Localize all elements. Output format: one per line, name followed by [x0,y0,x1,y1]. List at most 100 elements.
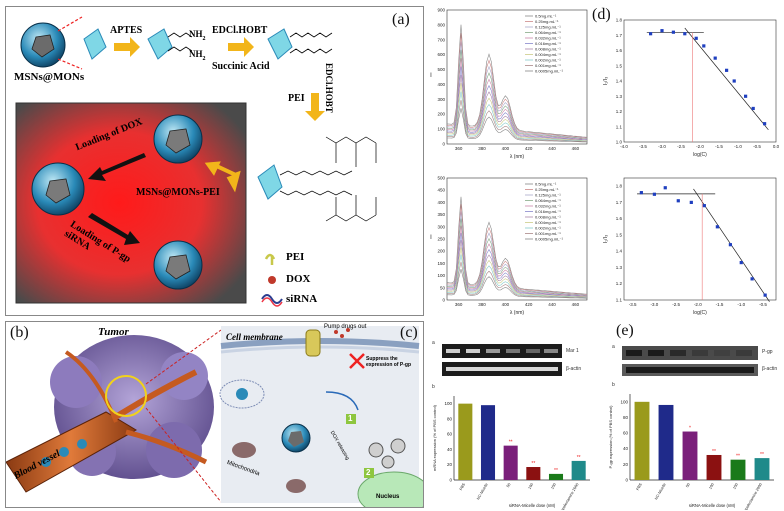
product-label: MSNs@MONs-PEI [136,187,220,198]
spectrum-chart-2: 0 50 100 150 200 250 300 350 400 450 500 360 380 400 4… [430,176,588,316]
blot-right-a: a [612,344,615,350]
data-point [728,243,732,247]
particle-dox [31,162,85,216]
spectrum-line [446,74,588,141]
step2-label: 2 [366,468,371,477]
x-tick-label: 50 [685,483,691,489]
data-point [763,293,767,297]
y-tick-label: 1.4 [616,249,623,254]
data-point [689,200,693,204]
spectrum-line [446,225,588,297]
panel-a-scheme [15,16,377,307]
msns-mons-particle [20,22,66,68]
y-tick-label: 1.8 [616,18,623,23]
data-point [702,204,706,208]
particle-pei [153,114,203,164]
data-point [660,29,664,33]
bar [503,445,518,480]
significance-mark: * [689,426,691,432]
legend-entry: 0.5mg.mL⁻¹ [535,14,557,19]
y-tick-label: 350 [437,212,445,217]
y-axis-label: I [430,73,432,79]
x-tick-label: 100 [708,483,715,490]
blot-right-band1 [622,346,758,360]
legend-entry: 0.016mg.mL⁻¹ [535,209,561,214]
zoom-circle [105,375,147,417]
spectrum-chart-1: 0 100 200 300 400 500 600 700 800 900 360 380 400 420… [430,8,588,160]
x-tick-label: 150 [732,483,739,490]
data-point [715,225,719,229]
legend-entry: 0.125mg.mL⁻¹ [535,193,561,198]
x-tick-label: siRNA/ Lipofectamine 2000 [553,483,579,511]
blot-left-band1 [442,344,562,358]
tumor-label: Tumor [98,326,129,338]
y-tick-label: 800 [437,22,445,27]
x-tick-label: -4.0 [620,144,628,149]
arrow-pei-down [305,93,325,121]
data-point [702,44,706,48]
data-point [649,32,653,36]
spectrum-line [446,24,588,138]
y-tick-label: 1.6 [616,216,623,221]
bar-chart-pgp: 0 20 40 60 80 100 P-gp expression (% of PBS co… [608,394,774,510]
legend-entry: 0.5mg.mL⁻¹ [535,182,557,187]
y-tick-label: 80 [447,416,453,421]
y-tick-label: 400 [437,200,445,205]
y-tick-label: 300 [437,97,445,102]
y-tick-label: 100 [437,273,445,278]
legend-entry: 0.064mg.mL⁻¹ [535,30,561,35]
data-point [663,186,667,190]
endosome [219,379,265,409]
y-tick-label: 300 [437,224,445,229]
legend-entry: 0.008mg.mL⁻¹ [535,215,561,220]
y-tick-label: 400 [437,82,445,87]
blot-left-band2-label: β-actin [566,366,582,372]
spectrum-line [446,49,588,139]
data-point [676,199,680,203]
y-tick-label: 0 [442,142,445,147]
spectrum-line [447,261,588,299]
x-tick-label: 0.0 [773,144,780,149]
y-tick-label: 1.2 [616,281,623,286]
spectrum-line [446,240,588,297]
legend-entry: 0.016mg.mL⁻¹ [535,41,561,46]
x-tick-label: -1.5 [716,302,724,307]
x-tick-label: -1.0 [737,302,745,307]
y-tick-label: 50 [440,285,446,290]
legend-entry: 0.032mg.mL⁻¹ [535,36,561,41]
spectrum-line [447,269,588,299]
blot-right-band2 [622,364,758,376]
x-mark-icon [349,353,365,369]
y-tick-label: 80 [623,415,629,420]
bar [706,454,722,480]
y-tick-label: 20 [447,462,453,467]
y-tick-label: 1.7 [616,33,623,38]
x-tick-label: 380 [478,146,486,151]
significance-mark: ** [531,461,535,467]
ratio-chart-2: -3.5 -3.0 -2.5 -2.0 -1.5 -1.0 -0.5 1.1 1.2 1.3 1.4… [603,177,777,316]
spectrum-line [446,41,588,139]
y-tick-label: 1.8 [616,184,623,189]
data-point [732,79,736,83]
x-axis-label: log(C) [693,152,707,158]
blot-left-a: a [432,340,435,346]
bar [480,405,496,480]
y-tick-label: 1.1 [616,124,623,129]
x-tick-label: 380 [478,302,486,307]
y-tick-label: 1.5 [616,232,623,237]
bar [658,404,674,480]
vertical-reagent: EDCl.HOBT [324,63,334,113]
data-point [725,68,729,72]
y-tick-label: 100 [444,401,452,406]
panel-bc: (b) Tumor Blood vessel (c) Cell membrane… [5,321,424,508]
y-tick-label: 20 [623,462,629,467]
spectrum-line [446,58,588,140]
y-tick-label: 40 [623,446,629,451]
y-tick-label: 150 [437,261,445,266]
y-tick-label: 0 [625,478,628,483]
spectrum-line [446,211,588,296]
edcl-label: EDCl.HOBT [212,25,268,36]
x-axis-label: siRNA-Micelle dose (nM) [509,503,556,508]
x-axis-label: λ (nm) [510,154,525,160]
legend-entry: 0.25mg.mL⁻¹ [535,19,559,24]
